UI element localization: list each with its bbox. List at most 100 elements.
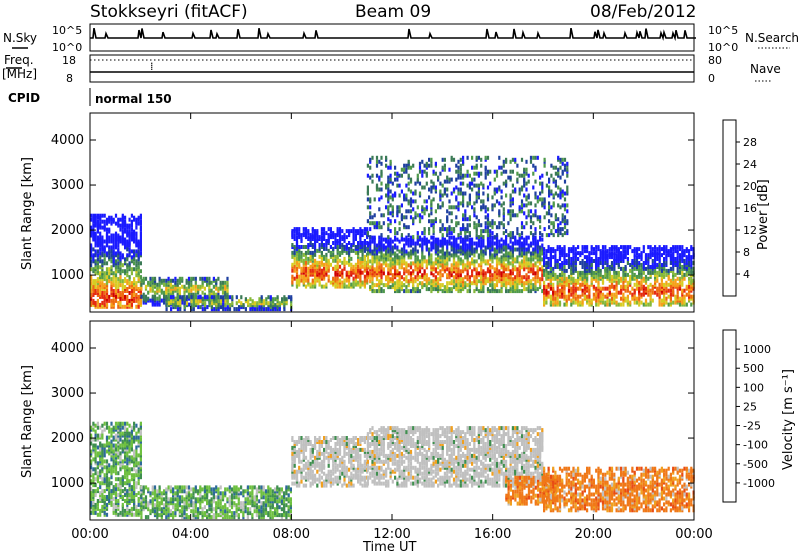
heatmap-cell bbox=[529, 263, 533, 268]
heatmap-cell bbox=[534, 261, 537, 266]
heatmap-cell bbox=[293, 260, 296, 265]
heatmap-cell bbox=[606, 298, 609, 303]
heatmap-cell bbox=[502, 261, 505, 266]
heatmap-cell bbox=[581, 270, 584, 275]
heatmap-cell bbox=[543, 205, 546, 210]
heatmap-cell bbox=[486, 229, 490, 234]
heatmap-cell bbox=[665, 245, 668, 250]
heatmap-cell bbox=[430, 179, 433, 184]
heatmap-cell bbox=[176, 307, 179, 312]
heatmap-cell bbox=[669, 247, 672, 252]
y-tick-label: 1000 bbox=[51, 268, 84, 283]
heatmap-cell bbox=[516, 163, 519, 168]
heatmap-cell bbox=[457, 235, 460, 240]
heatmap-cell bbox=[135, 267, 138, 272]
heatmap-cell bbox=[110, 253, 113, 258]
heatmap-cell bbox=[366, 185, 369, 190]
heatmap-cell bbox=[466, 277, 469, 282]
heatmap-cell bbox=[441, 183, 444, 188]
heatmap-cell bbox=[601, 300, 605, 305]
heatmap-cell bbox=[403, 193, 406, 198]
heatmap-cell bbox=[681, 245, 684, 250]
heatmap-cell bbox=[473, 177, 476, 182]
heatmap-cell bbox=[649, 300, 652, 305]
heatmap-cell bbox=[665, 261, 668, 265]
heatmap-cell bbox=[428, 277, 431, 282]
heatmap-cell bbox=[665, 268, 668, 273]
heatmap-cell bbox=[552, 270, 555, 275]
heatmap-cell bbox=[409, 209, 413, 214]
heatmap-cell bbox=[486, 287, 490, 292]
heatmap-cell bbox=[683, 259, 686, 263]
heatmap-cell bbox=[219, 295, 223, 300]
heatmap-cell bbox=[525, 261, 528, 266]
heatmap-cell bbox=[382, 253, 385, 258]
heatmap-cell bbox=[559, 205, 562, 210]
heatmap-cell bbox=[574, 286, 577, 291]
heatmap-cell bbox=[114, 231, 118, 236]
heatmap-cell bbox=[126, 263, 129, 268]
heatmap-cell bbox=[103, 223, 106, 228]
heatmap-cell bbox=[462, 155, 465, 160]
heatmap-cell bbox=[548, 189, 551, 194]
heatmap-cell bbox=[452, 235, 456, 240]
heatmap-cell bbox=[298, 245, 301, 249]
heatmap-cell bbox=[121, 213, 124, 218]
heatmap-cell bbox=[332, 241, 335, 245]
heatmap-cell bbox=[101, 219, 104, 224]
heatmap-cell bbox=[423, 211, 426, 216]
heatmap-cell bbox=[385, 205, 388, 210]
heatmap-cell bbox=[500, 237, 503, 242]
heatmap-cell bbox=[208, 280, 211, 285]
heatmap-cell bbox=[389, 195, 392, 200]
heatmap-cell bbox=[606, 257, 609, 261]
heatmap-cell bbox=[446, 285, 449, 290]
heatmap-cell bbox=[466, 223, 469, 228]
heatmap-cell bbox=[613, 251, 616, 256]
heatmap-cell bbox=[552, 296, 555, 301]
heatmap-cell bbox=[137, 249, 140, 254]
heatmap-cell bbox=[373, 289, 376, 294]
heatmap-cell bbox=[190, 299, 193, 304]
heatmap-cell bbox=[663, 257, 666, 261]
heatmap-cell bbox=[178, 276, 181, 281]
heatmap-cell bbox=[459, 235, 462, 240]
heatmap-cell bbox=[529, 215, 533, 220]
heatmap-cell bbox=[314, 248, 317, 253]
heatmap-cell bbox=[482, 285, 485, 290]
heatmap-cell bbox=[165, 282, 168, 287]
heatmap-cell bbox=[462, 181, 465, 186]
heatmap-cell bbox=[529, 289, 533, 294]
heatmap-cell bbox=[672, 245, 675, 250]
heatmap-cell bbox=[493, 235, 496, 240]
heatmap-cell bbox=[484, 225, 487, 230]
heatmap-cell bbox=[491, 231, 494, 236]
heatmap-cell bbox=[595, 249, 598, 254]
heatmap-cell bbox=[495, 289, 499, 294]
heatmap-cell bbox=[455, 215, 458, 220]
heatmap-cell bbox=[532, 241, 535, 246]
heatmap-cell bbox=[441, 165, 444, 170]
heatmap-cell bbox=[108, 239, 111, 244]
heatmap-cell bbox=[464, 285, 467, 290]
heatmap-cell bbox=[665, 272, 668, 277]
heatmap-cell bbox=[425, 161, 428, 166]
heatmap-cell bbox=[105, 251, 109, 256]
heatmap-cell bbox=[667, 294, 670, 299]
heatmap-cell bbox=[99, 291, 102, 295]
heatmap-cell bbox=[242, 303, 245, 308]
heatmap-cell bbox=[416, 231, 419, 236]
heatmap-cell bbox=[486, 197, 490, 202]
heatmap-cell bbox=[613, 245, 616, 250]
heatmap-cell bbox=[567, 257, 571, 261]
heatmap-cell bbox=[133, 267, 136, 272]
heatmap-cell bbox=[416, 173, 419, 178]
heatmap-cell bbox=[251, 299, 254, 304]
heatmap-cell bbox=[466, 183, 469, 188]
heatmap-cell bbox=[90, 469, 93, 474]
heatmap-cell bbox=[518, 233, 521, 238]
heatmap-cell bbox=[561, 227, 564, 232]
heatmap-cell bbox=[300, 254, 303, 259]
heatmap-cell bbox=[608, 302, 611, 307]
heatmap-cell bbox=[96, 289, 99, 293]
